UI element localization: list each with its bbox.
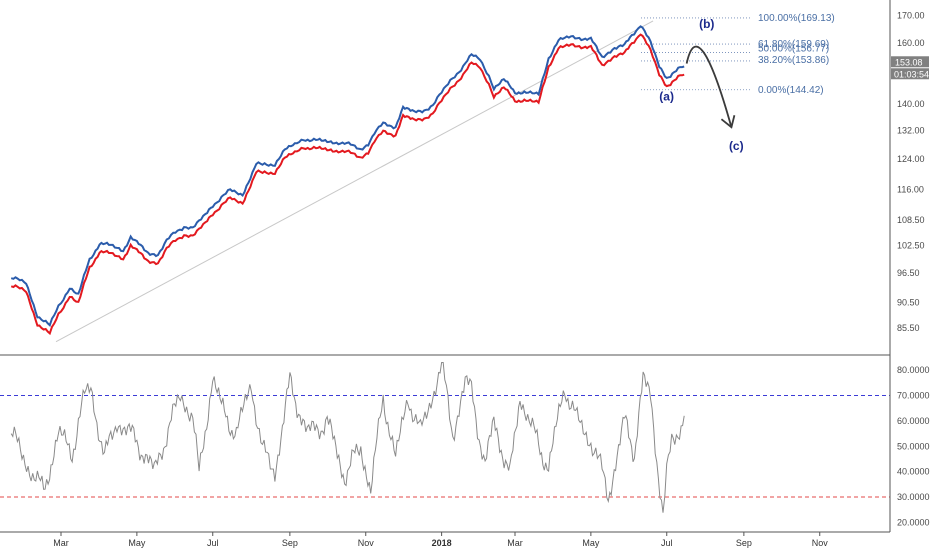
price-axis-tick-label: 160.00 [897,38,925,48]
oscillator-axis-tick-label: 70.0000 [897,391,930,401]
wave-label-c: (c) [729,139,744,153]
fib-level-label: 100.00%(169.13) [758,13,835,24]
oscillator-axis-tick-label: 30.0000 [897,492,930,502]
fib-level-label: 38.20%(153.86) [758,55,829,66]
fib-level-label: 61.80%(159.69) [758,39,829,50]
wave-projection-arrow [685,45,733,128]
x-axis-tick-label: May [128,538,146,548]
price-panel: 85.50 90.50 96.50 102.50 108.50 116.00 124.00 1… [10,11,929,343]
x-axis-tick-label: Mar [53,538,69,548]
x-axis-tick-label: Mar [507,538,523,548]
price-axis-tick-label: 124.00 [897,154,925,164]
oscillator-axis-tick-label: 80.0000 [897,365,930,375]
oscillator-panel: 20.0000 30.0000 40.0000 50.0000 60.0000 70.00… [0,362,930,527]
x-axis-tick-label: Jul [661,538,673,548]
price-axis-tick-label: 108.50 [897,215,925,225]
x-axis-tick-label: Nov [812,538,829,548]
countdown-badge [891,68,929,80]
fib-level-label: 50.00%(156.77) [758,43,829,54]
x-axis-tick-label: Jul [207,538,219,548]
price-axis-tick-label: 116.00 [897,184,924,194]
price-axis-tick-label: 102.50 [897,241,925,251]
price-axis-tick-label: 85.50 [897,323,920,333]
price-series-low [10,33,685,336]
x-axis-tick-label: Sep [736,538,752,548]
wave-label-b: (b) [699,17,714,31]
oscillator-axis-tick-label: 60.0000 [897,416,930,426]
oscillator-series [10,362,685,513]
x-axis-tick-label: May [582,538,600,548]
arrowhead-icon [720,115,736,129]
oscillator-axis-tick-label: 50.0000 [897,441,930,451]
price-axis-tick-label: 96.50 [897,268,920,278]
price-series-high [10,25,685,327]
x-axis: Mar May Jul Sep Nov 2018 Mar May Jul Sep Nov [53,532,828,548]
countdown-label: 01:03:54 [894,69,929,79]
price-axis-tick-label: 170.00 [897,11,925,21]
current-price-label: 153.08 [895,57,923,67]
x-axis-tick-label: Sep [282,538,298,548]
oscillator-axis-tick-label: 20.0000 [897,517,930,527]
price-axis-tick-label: 140.00 [897,99,925,109]
wave-label-a: (a) [659,90,674,104]
price-axis-tick-label: 90.50 [897,297,920,307]
oscillator-axis-tick-label: 40.0000 [897,467,930,477]
current-price-badge [891,56,929,68]
trendline [55,20,654,343]
fib-level-label: 0.00%(144.42) [758,85,824,96]
x-axis-tick-label: 2018 [432,538,452,548]
x-axis-tick-label: Nov [358,538,375,548]
price-axis-tick-label: 132.00 [897,126,925,136]
